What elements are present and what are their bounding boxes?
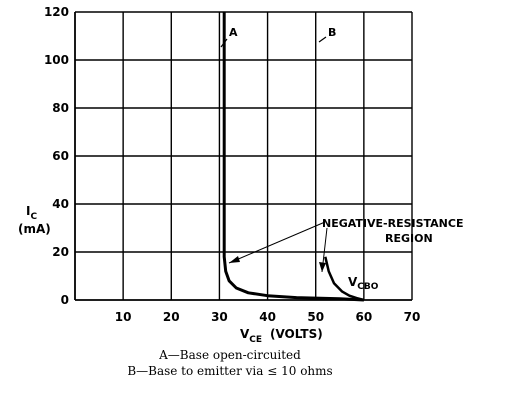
x-tick-label: 70 <box>404 310 421 324</box>
x-tick-label: 40 <box>259 310 276 324</box>
series-a-label: A <box>229 26 238 39</box>
y-tick-label: 60 <box>52 149 69 163</box>
x-tick-label: 30 <box>211 310 228 324</box>
series-curve-b <box>324 256 365 302</box>
neg-res-label-line2: REGION <box>385 232 433 245</box>
caption-a: A—Base open-circuited <box>159 348 301 362</box>
y-tick-label: 100 <box>44 53 69 67</box>
y-tick-label: 120 <box>44 5 69 19</box>
x-axis-units: (VOLTS) <box>270 327 323 341</box>
y-tick-label: 40 <box>52 197 69 211</box>
x-tick-label: 60 <box>356 310 373 324</box>
caption-b: B—Base to emitter via ≤ 10 ohms <box>127 364 333 378</box>
series-curve-a <box>222 12 364 302</box>
series-lines <box>222 12 365 302</box>
neg-res-arrowhead-b <box>319 262 326 272</box>
y-axis-label: IC <box>26 204 37 222</box>
series-b-label: B <box>328 26 336 39</box>
neg-res-arrowhead-a <box>229 256 240 263</box>
y-tick-label: 20 <box>52 245 69 259</box>
y-tick-labels: 0 20 40 60 80 100 120 <box>44 5 69 307</box>
x-tick-label: 50 <box>307 310 324 324</box>
x-tick-label: 20 <box>163 310 180 324</box>
series-b-label-leader <box>318 36 327 43</box>
y-tick-label: 0 <box>61 293 69 307</box>
vcbo-label: VCBO <box>348 275 379 292</box>
x-axis-label: VCE <box>240 327 262 345</box>
neg-res-label-line1: NEGATIVE-RESISTANCE <box>322 217 463 230</box>
neg-res-arrow-a <box>228 221 326 264</box>
x-tick-label: 10 <box>115 310 132 324</box>
y-tick-label: 80 <box>52 101 69 115</box>
x-tick-labels: 10 20 30 40 50 60 70 <box>115 310 421 324</box>
grid-lines <box>75 11 413 300</box>
series-a-label-leader <box>220 38 228 48</box>
y-axis-units: (mA) <box>18 222 51 236</box>
